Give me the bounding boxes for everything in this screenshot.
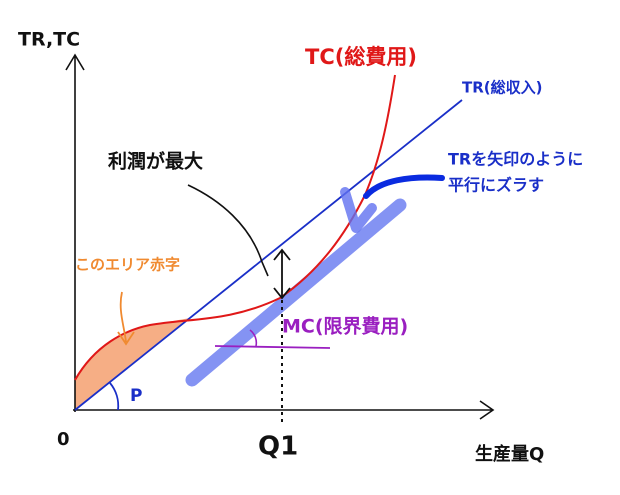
- profit-arrow: [273, 248, 291, 300]
- shifted-tr-line: [185, 198, 407, 387]
- y-axis: [65, 53, 85, 412]
- x-axis: [73, 400, 495, 420]
- profit-note: 利潤が最大: [108, 150, 203, 173]
- shift-arrowhead: [340, 187, 377, 233]
- q1-label: Q1: [258, 432, 298, 462]
- tr-line: [74, 99, 463, 411]
- p-angle: [109, 382, 120, 411]
- tc-curve: [74, 74, 396, 381]
- tc-label: TC(総費用): [305, 45, 417, 69]
- shift-arrow: [363, 174, 445, 199]
- loss-arrow: [117, 291, 135, 346]
- shift-note: 平行にズラす: [448, 176, 544, 195]
- profit-pointer: [187, 184, 269, 277]
- x-axis-label: 生産量Q: [475, 443, 544, 465]
- tr-label: TR(総収入): [462, 79, 543, 97]
- mc-label: MC(限界費用): [282, 315, 408, 338]
- loss-note: このエリア赤字: [75, 256, 180, 274]
- mc-line: [214, 345, 331, 349]
- shift-note: TRを矢印のように: [448, 150, 583, 169]
- mc-angle: [249, 329, 258, 347]
- origin-label: 0: [57, 429, 70, 450]
- p-label: P: [130, 386, 142, 406]
- y-axis-label: TR,TC: [18, 29, 80, 51]
